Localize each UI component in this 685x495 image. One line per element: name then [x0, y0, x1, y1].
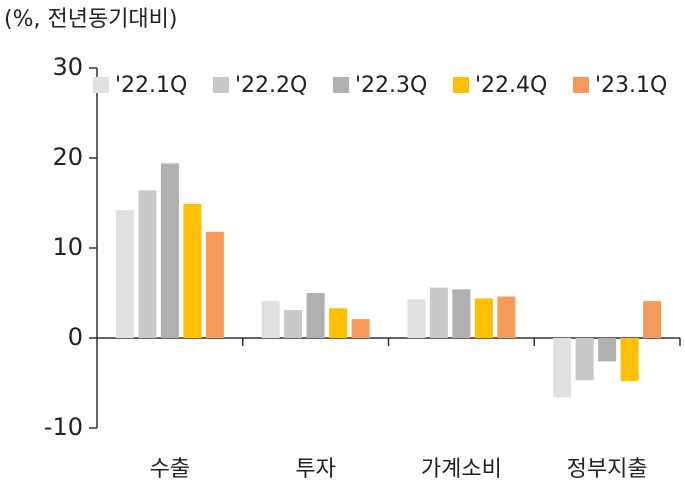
- bar: [553, 338, 572, 398]
- x-tick-label: 투자: [295, 457, 335, 482]
- bar: [329, 308, 348, 338]
- x-tick-label: 수출: [150, 457, 190, 482]
- y-tick-label: 0: [68, 323, 83, 351]
- bar: [452, 289, 471, 338]
- bar: [643, 301, 662, 338]
- bar: [138, 190, 157, 338]
- legend-swatch: [333, 77, 349, 93]
- bar: [407, 299, 426, 338]
- legend-label: '22.1Q: [115, 73, 187, 98]
- bar: [115, 210, 134, 338]
- bar: [429, 287, 448, 338]
- bar: [497, 296, 516, 338]
- legend-label: '22.4Q: [475, 73, 547, 98]
- bar: [306, 293, 325, 338]
- legend-swatch: [93, 77, 109, 93]
- bar: [160, 163, 179, 338]
- y-axis-label: (%, 전년동기대비): [4, 7, 178, 32]
- legend-label: '22.2Q: [235, 73, 307, 98]
- bar: [474, 298, 493, 338]
- bar: [284, 310, 303, 338]
- bar: [351, 319, 370, 338]
- bar: [575, 338, 594, 381]
- legend-swatch: [213, 77, 229, 93]
- y-tick-label: 20: [52, 143, 83, 171]
- bar: [205, 231, 224, 338]
- x-tick-label: 정부지출: [567, 457, 648, 482]
- x-tick-label: 가계소비: [421, 457, 502, 482]
- legend-label: '23.1Q: [595, 73, 667, 98]
- bar: [183, 203, 202, 338]
- y-tick-label: -10: [44, 413, 83, 441]
- bar: [620, 338, 639, 382]
- bar: [261, 301, 280, 338]
- y-tick-label: 30: [52, 53, 83, 81]
- y-tick-label: 10: [52, 233, 83, 261]
- legend-swatch: [573, 77, 589, 93]
- bar: [598, 338, 617, 362]
- legend-label: '22.3Q: [355, 73, 427, 98]
- legend-swatch: [453, 77, 469, 93]
